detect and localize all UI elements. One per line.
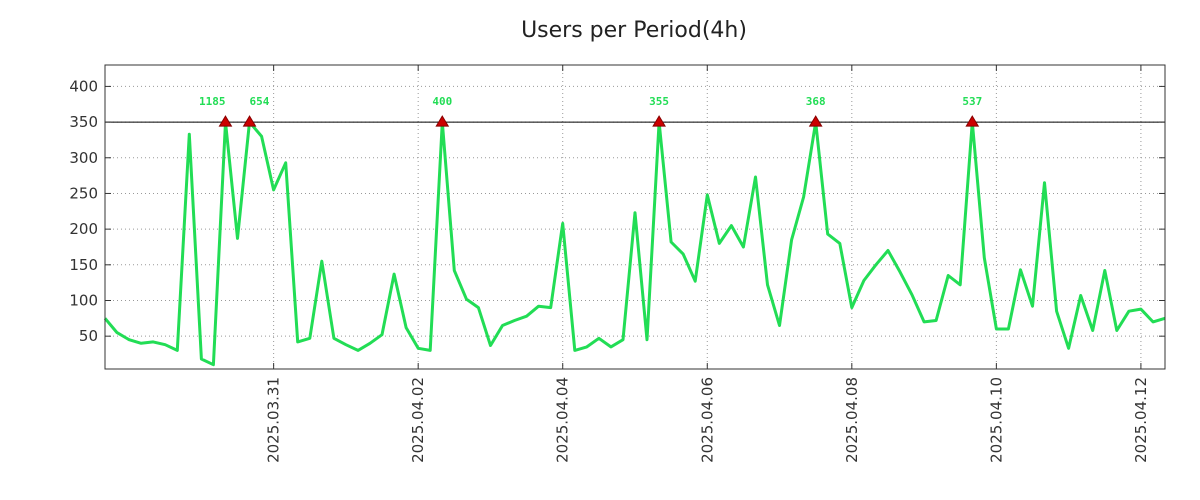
chart-title: Users per Period(4h) — [521, 18, 747, 43]
y-tick-label: 350 — [69, 113, 98, 131]
peak-marker — [652, 115, 666, 127]
y-tick-label: 300 — [69, 149, 98, 167]
plot-frame — [104, 64, 1166, 370]
x-tick-label: 2025.04.04 — [554, 377, 572, 463]
x-tick-label: 2025.03.31 — [265, 377, 283, 463]
y-tick-label: 50 — [79, 327, 98, 345]
y-tick-label: 400 — [69, 77, 98, 95]
y-tick-label: 150 — [69, 256, 98, 274]
peak-value-label: 368 — [806, 95, 826, 108]
x-axis-ticks: 2025.03.31 2025.04.02 2025.04.04 2025.04.06… — [265, 65, 1150, 463]
peak-marker — [808, 115, 823, 127]
users-series-line — [103, 120, 1166, 367]
x-tick-label: 2025.04.02 — [409, 377, 427, 463]
peak-labels: 1185 654 400 355 368 537 — [199, 95, 982, 108]
peak-marker — [965, 115, 980, 127]
x-tick-label: 2025.04.12 — [1132, 377, 1150, 463]
peak-marker — [242, 115, 257, 127]
peak-value-label: 355 — [649, 95, 669, 108]
peak-markers — [218, 115, 980, 127]
x-tick-label: 2025.04.10 — [987, 377, 1005, 463]
peak-value-label: 400 — [432, 95, 452, 108]
series-group — [103, 120, 1166, 367]
y-tick-label: 250 — [69, 184, 98, 202]
peak-marker — [218, 115, 233, 127]
peak-value-label: 1185 — [199, 95, 226, 108]
x-tick-label: 2025.04.08 — [843, 377, 861, 463]
y-tick-label: 100 — [69, 291, 98, 309]
x-tick-label: 2025.04.06 — [698, 377, 716, 463]
peak-value-label: 654 — [250, 95, 270, 108]
peak-value-label: 537 — [962, 95, 982, 108]
y-tick-label: 200 — [69, 220, 98, 238]
peak-marker — [435, 115, 450, 127]
y-axis-ticks: 50 100 150 200 250 300 350 400 — [69, 77, 1165, 345]
